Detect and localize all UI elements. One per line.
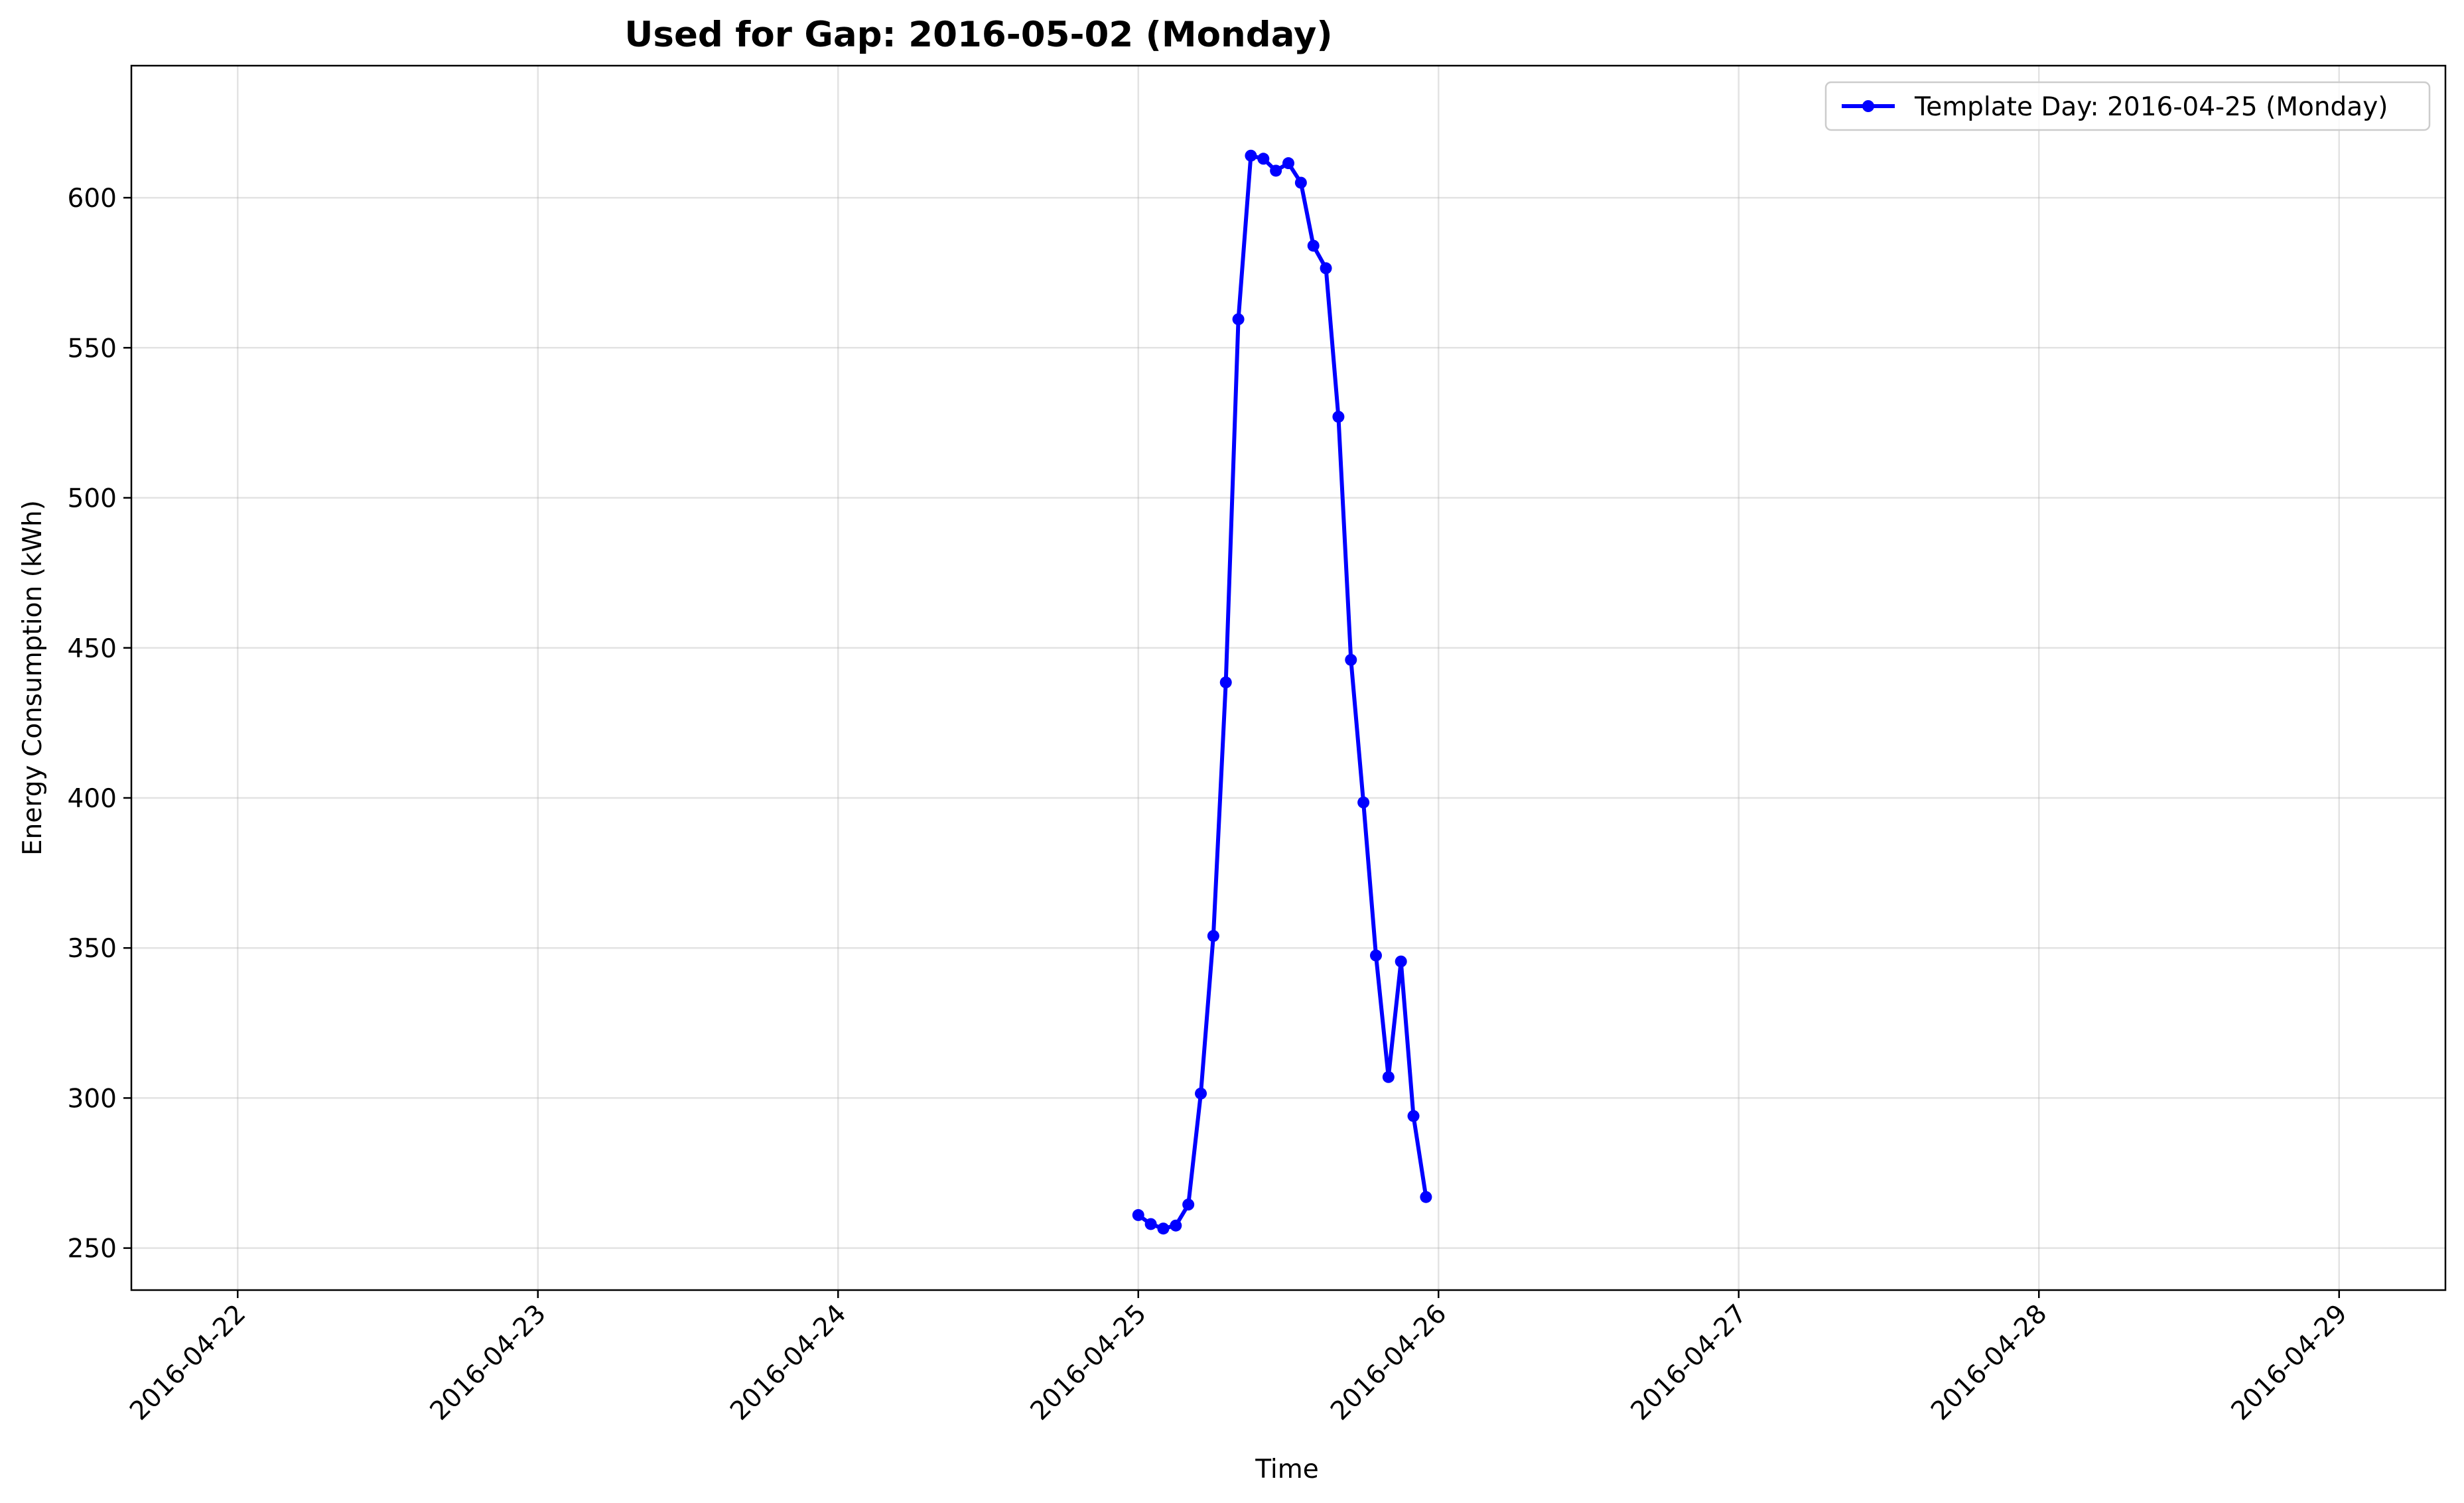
legend-box bbox=[1824, 81, 2431, 131]
data-point bbox=[1182, 1199, 1195, 1211]
legend: Template Day: 2016-04-25 (Monday) bbox=[1824, 81, 2431, 131]
series-markers-layer bbox=[1132, 149, 1432, 1235]
data-point bbox=[1245, 149, 1257, 162]
data-point bbox=[1270, 164, 1282, 177]
grid-lines bbox=[131, 66, 2445, 1290]
y-tick-label: 500 bbox=[68, 484, 117, 514]
data-point bbox=[1132, 1209, 1144, 1221]
data-point bbox=[1232, 313, 1245, 326]
legend-entry-label: Template Day: 2016-04-25 (Monday) bbox=[1914, 92, 2388, 122]
legend-marker-swatch bbox=[1862, 100, 1874, 112]
data-point bbox=[1219, 676, 1232, 688]
data-point bbox=[1195, 1087, 1207, 1100]
y-tick-label: 350 bbox=[68, 934, 117, 964]
y-tick-label: 300 bbox=[68, 1084, 117, 1114]
data-point bbox=[1369, 949, 1382, 962]
y-tick-label: 550 bbox=[68, 334, 117, 363]
data-point bbox=[1357, 796, 1370, 809]
y-tick-label: 400 bbox=[68, 784, 117, 814]
data-point bbox=[1157, 1222, 1170, 1235]
y-tick-label: 600 bbox=[68, 184, 117, 214]
data-point bbox=[1282, 157, 1294, 170]
data-point bbox=[1420, 1191, 1432, 1203]
data-point bbox=[1320, 262, 1332, 275]
data-point bbox=[1332, 411, 1345, 423]
data-point bbox=[1207, 930, 1219, 943]
y-tick-label: 450 bbox=[68, 634, 117, 664]
y-axis-ticks: 250 300 350 400 450 500 550 600 bbox=[68, 184, 131, 1264]
plot-frame bbox=[130, 64, 2447, 1291]
y-axis-label: Energy Consumption (kWh) bbox=[18, 500, 48, 856]
chart-title: Used for Gap: 2016-05-02 (Monday) bbox=[624, 15, 1332, 55]
data-point bbox=[1307, 239, 1320, 252]
data-point bbox=[1345, 653, 1357, 666]
data-point bbox=[1257, 153, 1270, 165]
x-axis-label: Time bbox=[1255, 1455, 1318, 1484]
data-point bbox=[1395, 955, 1407, 968]
data-point bbox=[1144, 1218, 1157, 1230]
data-point bbox=[1170, 1219, 1182, 1232]
data-point bbox=[1407, 1110, 1420, 1122]
y-tick-label: 250 bbox=[68, 1234, 117, 1264]
data-point bbox=[1294, 176, 1307, 189]
data-point bbox=[1382, 1071, 1395, 1083]
